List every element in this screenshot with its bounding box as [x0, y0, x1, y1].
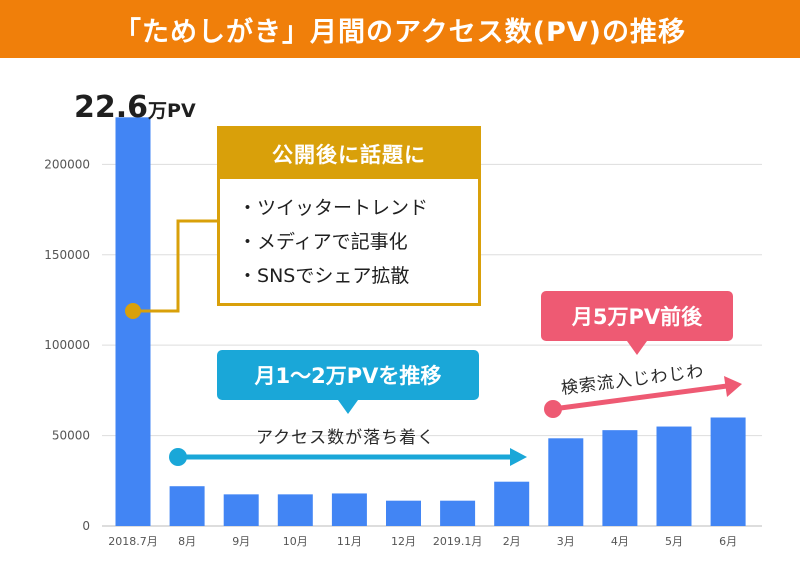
- callout-item: ツイッタートレンド: [238, 191, 478, 225]
- stable-trend-arrow-dot: [169, 448, 187, 466]
- x-tick-label: 4月: [611, 535, 629, 548]
- y-tick-label: 100000: [44, 338, 90, 352]
- callout-item: SNSでシェア拡散: [238, 259, 478, 293]
- bar: [223, 494, 259, 526]
- bar: [115, 117, 151, 527]
- chart-title: 「ためしがき」月間のアクセス数(PV)の推移: [0, 0, 800, 58]
- x-tick-label: 11月: [337, 535, 362, 548]
- x-tick-label: 9月: [232, 535, 250, 548]
- bar: [494, 481, 530, 526]
- x-tick-label: 12月: [391, 535, 416, 548]
- bar: [386, 500, 421, 526]
- callout-item: メディアで記事化: [238, 225, 478, 259]
- y-tick-label: 150000: [44, 248, 90, 262]
- bar: [602, 430, 638, 526]
- x-tick-label: 3月: [557, 535, 575, 548]
- stable-trend-arrowhead: [510, 448, 527, 466]
- x-tick-label: 2019.1月: [433, 535, 483, 548]
- growth-phase-pointer: [627, 341, 647, 355]
- growth-trend-arrowhead: [724, 376, 742, 397]
- bar-chart: 0 50000 100000 150000 200000 2018.7月 8月 9月 10月 1…: [44, 117, 762, 548]
- callout-list: ツイッタートレンド メディアで記事化 SNSでシェア拡散: [220, 191, 478, 293]
- stable-phase-caption: アクセス数が落ち着く: [256, 428, 436, 448]
- y-tick-label: 50000: [52, 429, 90, 443]
- bar: [710, 417, 746, 526]
- bar: [440, 500, 476, 526]
- callout-connector-dot: [125, 303, 141, 319]
- x-tick-label: 5月: [665, 535, 683, 548]
- launch-callout-box: 公開後に話題に ツイッタートレンド メディアで記事化 SNSでシェア拡散: [217, 126, 481, 306]
- x-tick-label: 8月: [178, 535, 196, 548]
- peak-value-label: 22.6万PV: [74, 90, 196, 125]
- growth-trend-arrow-line: [552, 383, 728, 412]
- peak-value-unit: 万PV: [148, 100, 196, 122]
- y-tick-label: 200000: [44, 157, 90, 171]
- growth-trend-arrow-dot: [544, 400, 562, 418]
- x-tick-label: 10月: [283, 535, 308, 548]
- callout-heading: 公開後に話題に: [220, 129, 478, 179]
- bar: [331, 493, 367, 526]
- callout-connector-line: [133, 219, 219, 313]
- x-tick-label: 2月: [503, 535, 521, 548]
- x-tick-label: 6月: [719, 535, 737, 548]
- peak-value-number: 22.6: [74, 90, 149, 125]
- bar: [548, 438, 584, 526]
- y-tick-label: 0: [82, 519, 90, 533]
- stable-phase-pointer: [338, 400, 358, 414]
- bar: [169, 486, 205, 526]
- bar: [277, 494, 313, 526]
- bar: [656, 426, 692, 526]
- stable-phase-label: 月1〜2万PVを推移: [217, 350, 479, 400]
- x-tick-label: 2018.7月: [108, 535, 158, 548]
- growth-phase-label: 月5万PV前後: [541, 291, 733, 341]
